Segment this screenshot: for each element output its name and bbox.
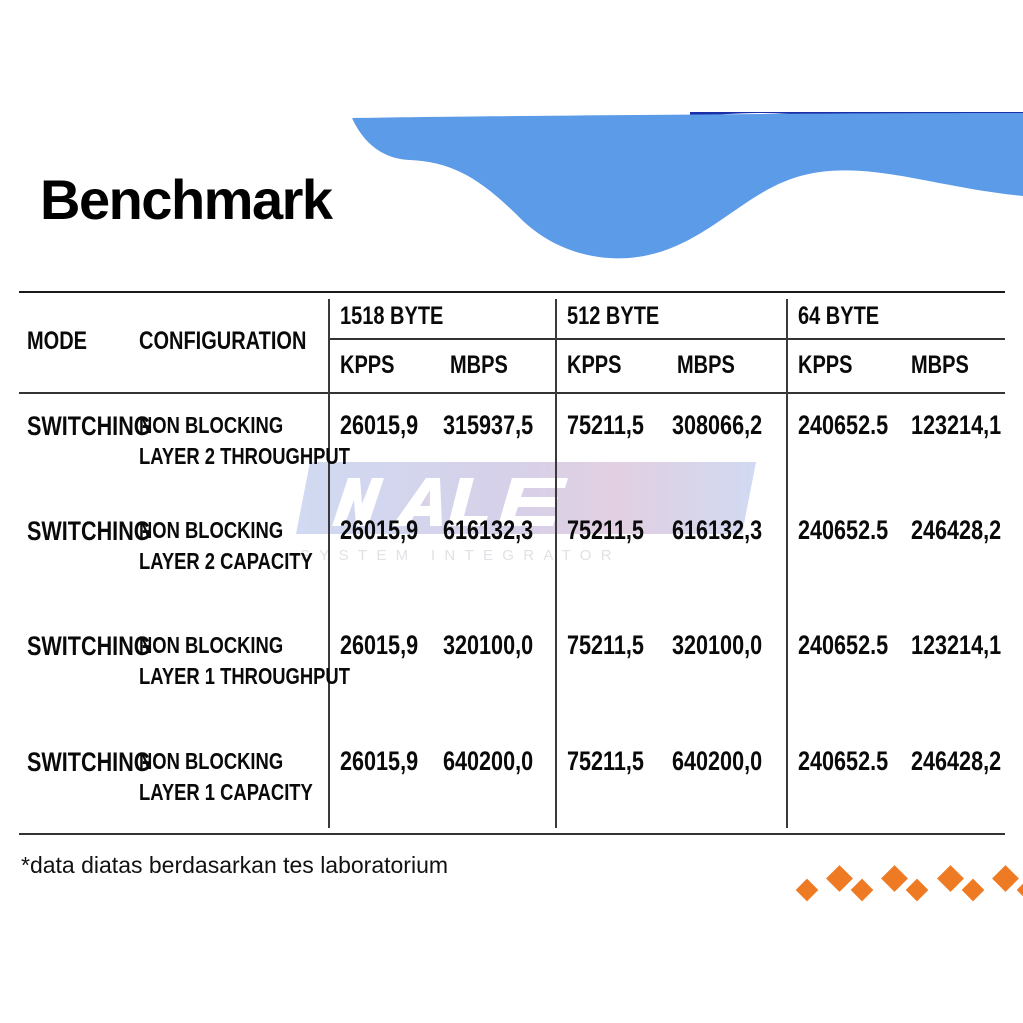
cell-1518-kpps: 26015,9 [340,410,419,440]
cell-512-kpps: 75211,5 [567,515,644,545]
cell-512-kpps: 75211,5 [567,630,644,660]
header-group-64byte: 64 BYTE [798,302,880,330]
header-group-1518byte: 1518 BYTE [340,302,444,330]
footnote-text: *data diatas berdasarkan tes laboratoriu… [21,852,449,878]
cell-mode: SWITCHING [27,411,151,441]
cell-config-line1: NON BLOCKING [139,632,284,658]
diamond-icon [961,878,985,902]
cell-512-kpps: 75211,5 [567,410,644,440]
page-title: Benchmark [40,168,333,231]
cell-1518-kpps: 26015,9 [340,746,419,776]
benchmark-table: MODE CONFIGURATION 1518 BYTE 512 BYTE 64… [19,291,1005,835]
cell-1518-mbps: 616132,3 [443,515,534,545]
header-sub-1518-kpps: KPPS [340,351,395,379]
diamond-icon [881,865,908,892]
cell-64-kpps: 240652.5 [798,410,889,440]
cell-1518-mbps: 315937,5 [443,410,534,440]
cell-64-kpps: 240652.5 [798,515,889,545]
cell-512-mbps: 320100,0 [672,630,763,660]
cell-config-line2: LAYER 1 CAPACITY [139,779,313,805]
cell-config-line1: NON BLOCKING [139,517,284,543]
cell-config-line1: NON BLOCKING [139,748,284,774]
cell-1518-mbps: 640200,0 [443,746,534,776]
cell-1518-kpps: 26015,9 [340,515,419,545]
diamond-icon [937,865,964,892]
cell-64-kpps: 240652.5 [798,630,889,660]
decorative-diamond-cluster [795,842,1023,912]
cell-config-line1: NON BLOCKING [139,412,284,438]
decorative-wave-banner [352,112,1023,259]
table-header-bottom-rule [19,392,1005,394]
table-top-rule [19,291,1005,293]
header-sub-64-kpps: KPPS [798,351,853,379]
cell-512-mbps: 616132,3 [672,515,763,545]
diamond-icon [992,865,1019,892]
cell-64-mbps: 246428,2 [911,515,1002,545]
cell-mode: SWITCHING [27,747,151,777]
column-divider-64 [786,299,788,828]
header-sub-512-mbps: MBPS [677,351,735,379]
cell-config-line2: LAYER 2 CAPACITY [139,548,313,574]
cell-1518-kpps: 26015,9 [340,630,419,660]
header-group-512byte: 512 BYTE [567,302,660,330]
cell-mode: SWITCHING [27,516,151,546]
diamond-icon [1016,878,1023,902]
diamond-icon [826,865,853,892]
cell-512-mbps: 308066,2 [672,410,763,440]
cell-1518-mbps: 320100,0 [443,630,534,660]
wave-dark-shape [690,112,1023,178]
column-divider-1518 [328,299,330,828]
header-configuration: CONFIGURATION [139,327,307,355]
cell-512-mbps: 640200,0 [672,746,763,776]
cell-64-mbps: 246428,2 [911,746,1002,776]
cell-mode: SWITCHING [27,631,151,661]
header-sub-1518-mbps: MBPS [450,351,508,379]
table-bottom-rule [19,833,1005,835]
wave-light-shape [352,113,1023,259]
cell-512-kpps: 75211,5 [567,746,644,776]
cell-config-line2: LAYER 2 THROUGHPUT [139,443,350,469]
header-sub-512-kpps: KPPS [567,351,622,379]
diamond-icon [850,878,874,902]
header-mode: MODE [27,327,87,355]
header-sub-64-mbps: MBPS [911,351,969,379]
cell-64-kpps: 240652.5 [798,746,889,776]
header-group-sub-rule [328,338,1005,340]
cell-64-mbps: 123214,1 [911,630,1002,660]
diamond-icon [905,878,929,902]
column-divider-512 [555,299,557,828]
cell-64-mbps: 123214,1 [911,410,1002,440]
cell-config-line2: LAYER 1 THROUGHPUT [139,663,350,689]
diamond-icon [795,878,819,902]
